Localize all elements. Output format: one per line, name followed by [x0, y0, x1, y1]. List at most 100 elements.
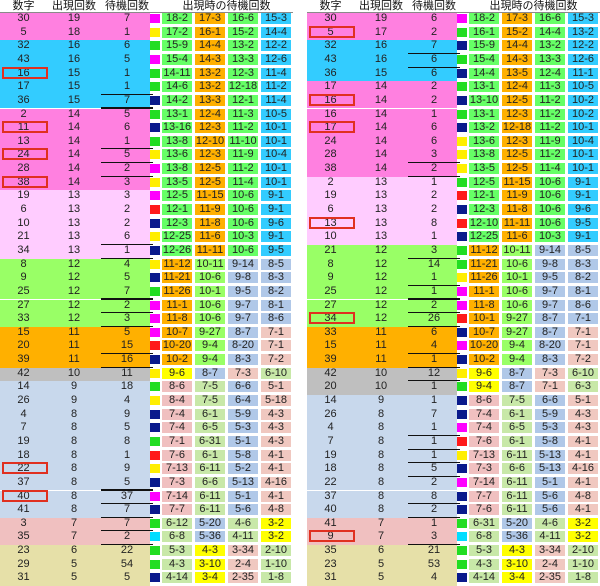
left-panel: 数字 出現回数 待機回数 出現時の待機回数 30 19 7 18-2 17-3 16-6 1…	[0, 0, 293, 586]
color-swatch	[150, 300, 160, 310]
highlight-box	[2, 462, 48, 475]
wait-history-cell: 10-5	[261, 108, 291, 120]
color-swatch	[150, 505, 160, 515]
wait-count-cell: 2	[430, 162, 438, 175]
table-row: 7 8 1 7-6 6-1 5-8 4-1	[307, 434, 600, 451]
wait-history-cell: 5-36	[195, 531, 225, 543]
wait-history-cell: 10-7	[469, 326, 499, 338]
number-cell: 7	[20, 421, 27, 434]
header-appearance-count: 出現回数	[52, 0, 96, 12]
header-row: 数字 出現回数 待機回数 出現時の待機回数	[307, 0, 600, 13]
number-cell: 4	[20, 407, 27, 420]
wait-history-cell: 8-3	[228, 354, 258, 366]
wait-history-cell: 8-4	[162, 395, 192, 406]
color-swatch	[457, 559, 467, 569]
wait-history-cell: 4-3	[568, 408, 598, 420]
color-swatch	[150, 245, 160, 255]
table-row: 24 14 6 13-6 12-3 11-9 10-4	[307, 135, 600, 150]
wait-count-cell: 1	[430, 434, 438, 447]
number-cell: 9	[327, 271, 334, 284]
highlight-box	[309, 121, 355, 134]
wait-history-cell: 4-1	[261, 490, 291, 502]
table-row: 5 17 2 16-1 15-2 14-4 13-2	[307, 25, 600, 41]
header-wait-at-appearance: 出現時の待機回数	[182, 0, 271, 12]
wait-history-cell: 9-6	[162, 367, 192, 379]
appearance-count-cell: 14	[67, 162, 81, 175]
wait-history-cell: 4-14	[469, 572, 499, 584]
table-row: 30 19 7 18-2 17-3 16-6 15-3	[0, 13, 293, 27]
wait-history-cell: 4-16	[568, 463, 598, 475]
wait-history-cell: 15-4	[162, 53, 192, 65]
wait-history-cell: 7-1	[162, 435, 192, 447]
wait-count-cell: 26	[427, 312, 441, 325]
table-row: 41 8 7 7-7 6-11 5-6 4-8	[0, 503, 293, 519]
color-swatch	[150, 286, 160, 296]
wait-history-cell: 9-4	[469, 381, 499, 393]
wait-history-cell: 3-34	[535, 545, 565, 557]
wait-history-cell: 5-20	[195, 517, 225, 529]
table-row: 31 5 4 4-14 3-4 2-35 1-8	[307, 572, 600, 586]
number-cell: 36	[324, 66, 337, 79]
table-row: 39 11 1 10-2 9-4 8-3 7-2	[307, 354, 600, 369]
wait-history-cell: 11-4	[535, 163, 565, 175]
wait-history-cell: 6-1	[502, 435, 532, 447]
wait-history-cell: 10-3	[535, 231, 565, 243]
appearance-count-cell: 14	[67, 175, 81, 188]
appearance-count-cell: 19	[374, 12, 388, 24]
wait-history-cell: 8-5	[261, 258, 291, 270]
header-wait-count: 待機回数	[412, 0, 456, 12]
appearance-count-cell: 13	[67, 243, 81, 256]
number-cell: 24	[17, 148, 30, 161]
number-cell: 16	[324, 93, 337, 106]
color-swatch	[457, 327, 467, 337]
wait-history-cell: 8-20	[228, 340, 258, 352]
wait-history-cell: 11-9	[502, 190, 532, 202]
color-swatch	[150, 191, 160, 201]
appearance-count-cell: 8	[70, 503, 78, 516]
wait-history-cell: 12-1	[162, 204, 192, 215]
wait-history-cell: 13-1	[469, 81, 499, 93]
highlight-box	[309, 93, 355, 106]
table-row: 10 13 1 12-25 11-6 10-3 9-1	[307, 231, 600, 245]
color-swatch	[457, 245, 467, 255]
wait-history-cell: 4-1	[261, 463, 291, 475]
wait-history-cell: 7-3	[228, 367, 258, 379]
appearance-count-cell: 14	[67, 134, 81, 147]
wait-count-cell: 2	[123, 298, 131, 311]
wait-history-cell: 12-6	[261, 53, 291, 65]
wait-history-cell: 10-6	[195, 313, 225, 325]
appearance-count-cell: 12	[374, 284, 388, 297]
color-swatch	[457, 41, 467, 51]
wait-history-cell: 6-10	[261, 367, 291, 379]
wait-history-cell: 4-3	[469, 558, 499, 570]
wait-history-cell: 9-1	[261, 190, 291, 202]
wait-history-cell: 14-4	[195, 40, 225, 52]
wait-count-cell: 1	[430, 448, 438, 461]
wait-history-cell: 13-5	[162, 176, 192, 188]
wait-history-cell: 9-6	[568, 204, 598, 215]
wait-history-cell: 13-2	[535, 40, 565, 52]
table-row: 25 12 1 11-1 10-6 9-7 8-1	[307, 284, 600, 301]
wait-history-cell: 12-4	[502, 81, 532, 93]
number-cell: 14	[324, 394, 337, 406]
wait-history-cell: 4-14	[162, 572, 192, 584]
appearance-count-cell: 10	[374, 366, 388, 379]
wait-history-cell: 5-2	[228, 463, 258, 475]
wait-history-cell: 14-6	[162, 81, 192, 93]
number-cell: 7	[327, 434, 334, 447]
wait-history-cell: 4-3	[162, 558, 192, 570]
wait-history-cell: 6-11	[195, 490, 225, 502]
color-swatch	[457, 436, 467, 446]
wait-history-cell: 12-18	[502, 121, 532, 134]
wait-history-cell: 4-6	[228, 517, 258, 529]
wait-history-cell: 6-31	[195, 435, 225, 447]
table-row: 17 14 6 13-2 12-18 11-2 10-1	[307, 121, 600, 136]
table-row: 35 6 21 5-3 4-3 3-34 2-10	[307, 545, 600, 559]
appearance-count-cell: 12	[67, 271, 81, 284]
number-cell: 43	[17, 52, 30, 65]
wait-history-cell: 6-1	[195, 449, 225, 461]
appearance-count-cell: 12	[67, 284, 81, 297]
wait-history-cell: 9-5	[568, 217, 598, 229]
wait-history-cell: 15-2	[228, 26, 258, 38]
number-cell: 8	[20, 257, 27, 270]
